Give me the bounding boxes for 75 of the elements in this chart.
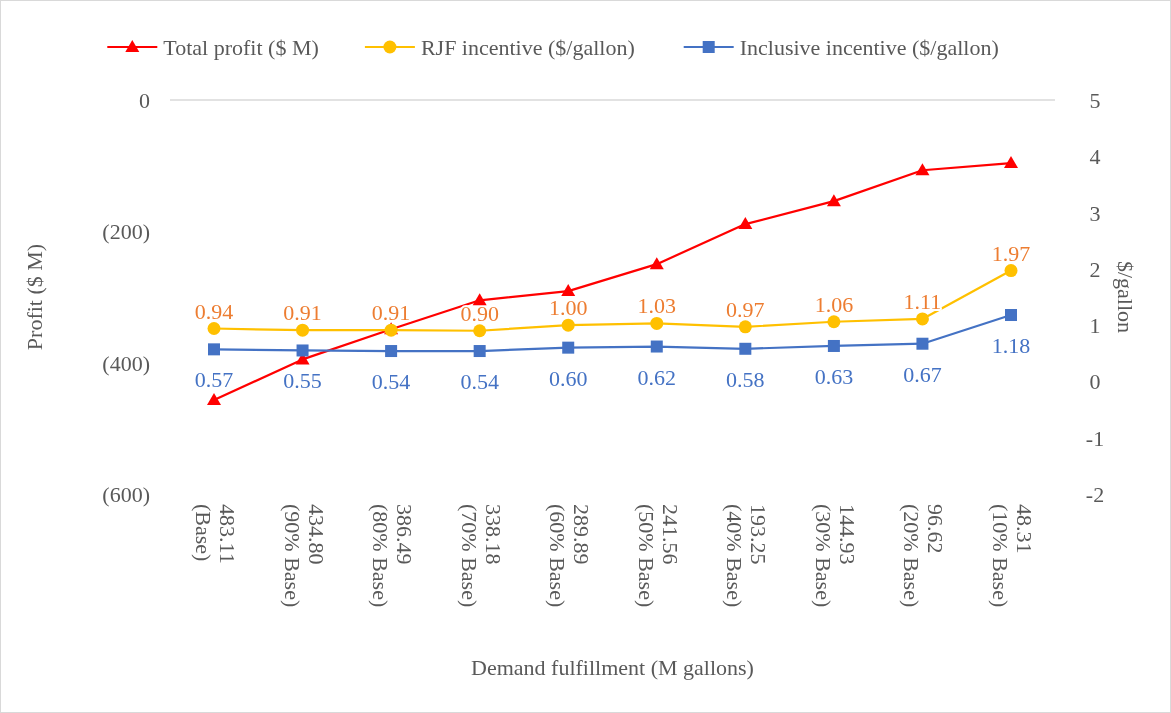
point <box>827 315 841 329</box>
point <box>1005 309 1017 322</box>
legend-label: Total profit ($ M) <box>163 35 319 60</box>
data-label: 0.54 <box>371 369 411 395</box>
y2-tick-label: 5 <box>1089 88 1101 113</box>
point <box>1004 156 1018 169</box>
point <box>915 163 930 176</box>
x-tick-label: 241.56 (50% Base) <box>633 504 683 608</box>
point <box>826 194 841 207</box>
point <box>473 345 486 358</box>
point <box>827 339 840 352</box>
x-tick-label: 144.93 (30% Base) <box>810 504 860 608</box>
point <box>739 342 752 355</box>
data-label: 0.97 <box>726 296 765 322</box>
data-label: 0.60 <box>548 365 588 391</box>
point <box>561 318 575 332</box>
data-label: 1.97 <box>991 240 1031 266</box>
x-tick-label: 434.80 (90% Base) <box>279 504 329 608</box>
data-label: 0.90 <box>460 300 499 326</box>
y-axis-title: Profit ($ M) <box>22 243 47 351</box>
point <box>296 344 309 357</box>
data-label: 0.55 <box>283 368 322 394</box>
y2-tick-label: 1 <box>1089 313 1101 339</box>
y-tick-label: 0 <box>139 88 150 113</box>
x-tick-label: 289.89 (60% Base) <box>545 504 595 608</box>
x-tick-label: 96.62 (20% Base) <box>899 504 949 608</box>
data-label: 1.06 <box>814 291 854 317</box>
point <box>738 217 753 230</box>
y2-tick-label: 0 <box>1089 369 1101 395</box>
y2-tick-label: -2 <box>1085 482 1105 507</box>
point <box>561 284 576 297</box>
x-tick-label: 338.18 (70% Base) <box>456 504 506 608</box>
data-label: 0.54 <box>460 369 499 395</box>
point <box>473 324 487 338</box>
y2-tick-label: -1 <box>1085 425 1105 451</box>
y2-tick-label: 3 <box>1089 200 1101 226</box>
data-label: 1.18 <box>991 333 1031 359</box>
y2-tick-label: 4 <box>1089 144 1101 170</box>
x-axis-title: Demand fulfillment (M gallons) <box>471 655 754 680</box>
x-tick-label: 483.11 (Base) <box>191 504 240 564</box>
point <box>1004 264 1018 278</box>
data-label: 0.58 <box>726 366 765 392</box>
point <box>650 340 663 353</box>
y-tick-label: (600) <box>102 482 150 507</box>
data-label: 1.00 <box>548 295 588 321</box>
data-label: 0.94 <box>194 298 234 324</box>
legend-label: RJF incentive ($/gallon) <box>420 35 635 60</box>
point <box>207 322 221 336</box>
data-label: 0.57 <box>194 367 234 393</box>
point <box>916 337 929 350</box>
data-label: 1.11 <box>903 288 942 314</box>
point <box>207 393 221 406</box>
data-label: 0.62 <box>637 364 677 390</box>
legend-label: Inclusive incentive ($/gallon) <box>739 35 999 60</box>
data-label: 0.91 <box>283 300 322 326</box>
x-tick-label: 48.31 (10% Base) <box>988 504 1037 608</box>
y2-axis-title: $/gallon <box>1113 260 1138 334</box>
point <box>296 323 310 337</box>
y2-tick-label: 2 <box>1089 256 1101 282</box>
point <box>385 345 398 358</box>
data-label: 1.03 <box>637 293 677 319</box>
data-label: 0.67 <box>903 361 942 387</box>
point <box>472 293 487 306</box>
point <box>915 312 929 326</box>
x-tick-label: 193.25 (40% Base) <box>722 504 772 608</box>
data-label: 0.91 <box>371 300 411 326</box>
point <box>738 320 752 334</box>
point <box>649 257 664 270</box>
y-tick-label: (400) <box>102 350 150 376</box>
point <box>208 343 220 356</box>
y-tick-label: (200) <box>102 219 150 245</box>
x-tick-label: 386.49 (80% Base) <box>368 504 418 608</box>
data-label: 0.63 <box>814 363 854 389</box>
point <box>650 316 664 330</box>
point <box>562 341 575 354</box>
